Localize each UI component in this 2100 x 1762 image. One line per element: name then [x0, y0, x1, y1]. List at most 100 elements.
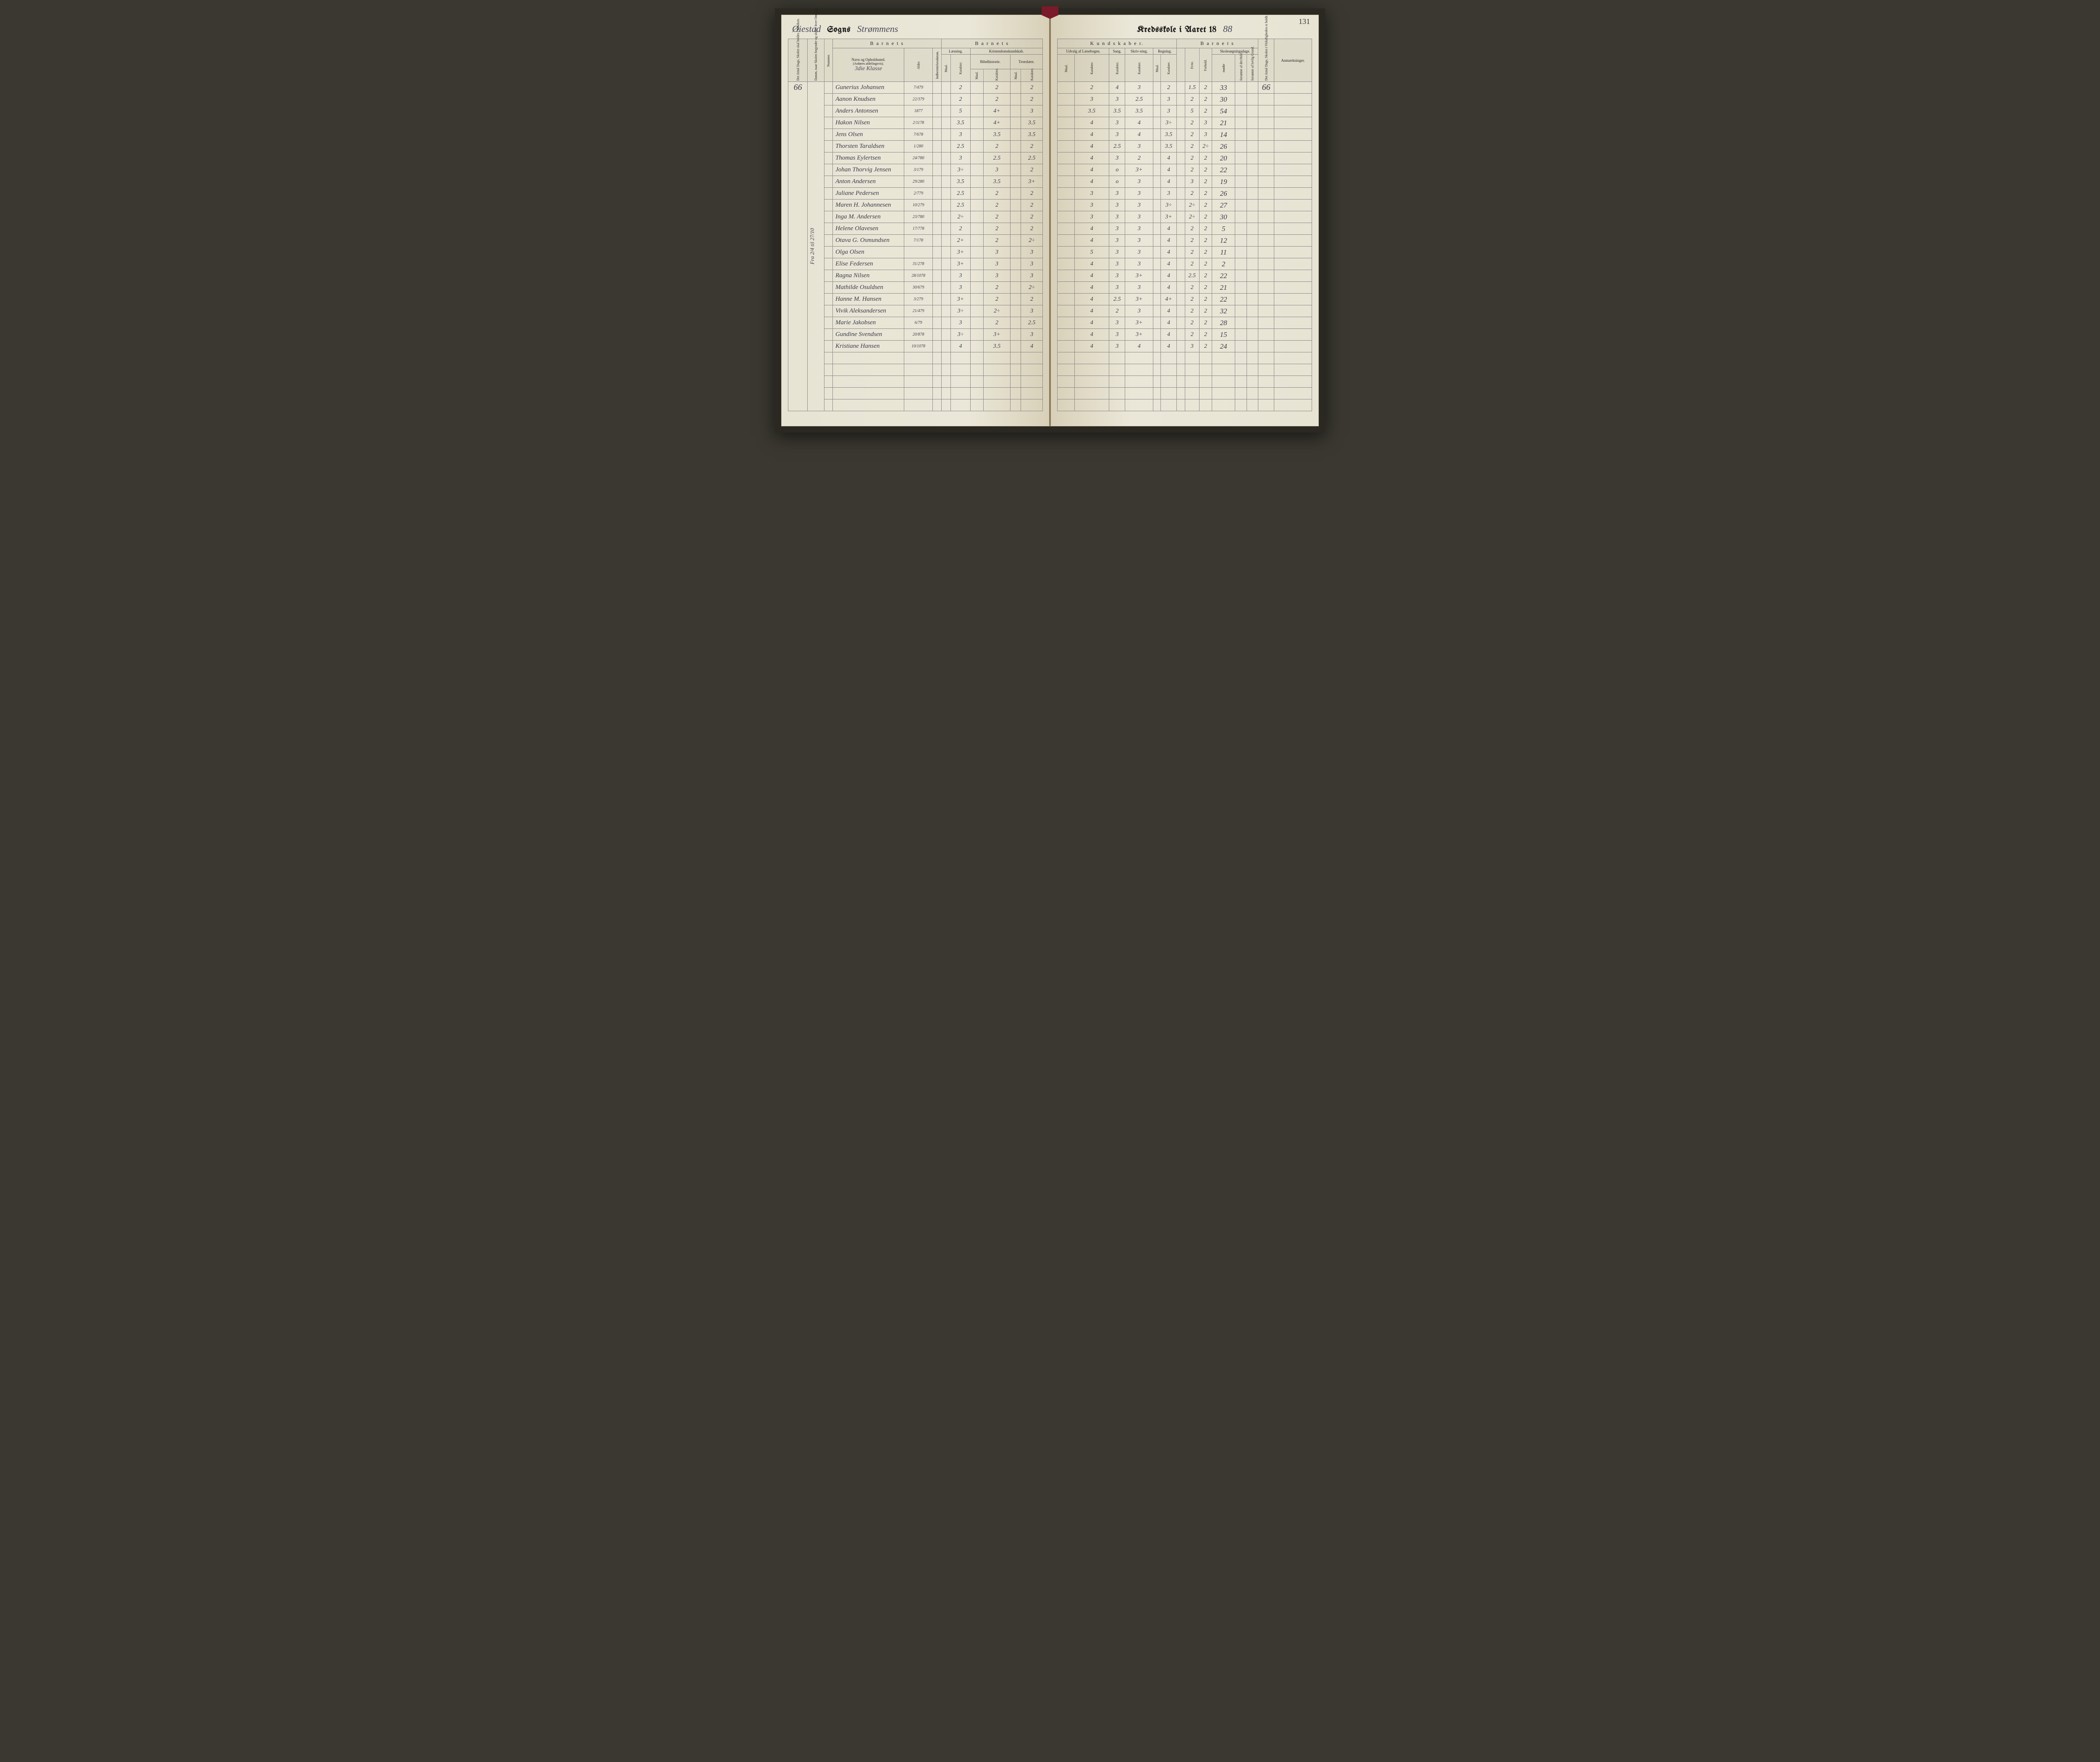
r-kar-cell: 4 [1161, 235, 1176, 247]
t-kar-cell: 2 [1021, 82, 1043, 94]
u-kar-cell: 4 [1074, 294, 1109, 305]
year-suffix: 88 [1223, 24, 1232, 34]
fors-hele-cell [1235, 305, 1247, 317]
b-kar-cell: 3.5 [983, 176, 1010, 188]
r-maal-cell [1153, 200, 1161, 211]
antal-r-cell: 66 [1258, 82, 1274, 94]
b-kar-cell: 2 [983, 235, 1010, 247]
left-page: Øiestad Sogns Strømmens Det Antal Dage, … [781, 15, 1050, 426]
l-maal-cell [941, 164, 951, 176]
sang-cell: 3 [1109, 247, 1125, 258]
anmerk-cell [1274, 317, 1312, 329]
indberet-cell [933, 329, 942, 341]
antal-r-cell [1258, 341, 1274, 352]
antal-r-cell [1258, 176, 1274, 188]
b-kar-cell: 2 [983, 141, 1010, 152]
sang-cell: 3.5 [1109, 105, 1125, 117]
table-row: Anton Andersen29/2803.53.53+ [788, 176, 1043, 188]
l-kar-cell: 2+ [951, 235, 970, 247]
table-row [788, 352, 1043, 364]
indberet-cell [933, 164, 942, 176]
skriv-cell: 3 [1125, 141, 1153, 152]
table-row: 53342211 [1058, 247, 1312, 258]
u-maal-cell [1058, 317, 1075, 329]
t-kar-cell: 3.5 [1021, 117, 1043, 129]
r-maal-cell [1153, 258, 1161, 270]
sang-cell: 3 [1109, 223, 1125, 235]
t-maal-cell [1011, 341, 1021, 352]
sang-cell: 3 [1109, 129, 1125, 141]
col-nummer: Nummer. [824, 39, 833, 82]
blank-cell [1176, 152, 1185, 164]
blank-cell [1176, 164, 1185, 176]
alder-cell: 17/778 [904, 223, 933, 235]
b-maal-cell [970, 105, 983, 117]
skriv-cell: 3+ [1125, 329, 1153, 341]
blank-cell [1176, 247, 1185, 258]
left-header: Øiestad Sogns Strømmens [788, 24, 1043, 34]
evne-cell: 2 [1185, 235, 1199, 247]
indberet-cell [933, 152, 942, 164]
hdr-sang: Sang. [1109, 48, 1125, 55]
b-maal-cell [970, 211, 983, 223]
b-maal-cell [970, 282, 983, 294]
b-kar-cell: 2 [983, 282, 1010, 294]
b-maal-cell [970, 82, 983, 94]
name-cell: Hakon Nilsen [833, 117, 904, 129]
l-maal-cell [941, 329, 951, 341]
fors-lov-cell [1247, 329, 1258, 341]
class-label: 3die Klasse [834, 66, 903, 72]
t-maal-cell [1011, 211, 1021, 223]
indberet-cell [933, 117, 942, 129]
sang-cell: 3 [1109, 317, 1125, 329]
l-maal-cell [941, 176, 951, 188]
col-fors-hele: forsømte af det Hele. [1235, 55, 1247, 82]
table-row: 43242220 [1058, 152, 1312, 164]
alder-cell: 10/1078 [904, 341, 933, 352]
name-cell: Elise Federsen [833, 258, 904, 270]
forhold-cell: 3 [1199, 117, 1212, 129]
l-maal-cell [941, 129, 951, 141]
b-kar-cell: 2 [983, 211, 1010, 223]
l-kar-cell: 3 [951, 317, 970, 329]
name-cell: Olga Olsen [833, 247, 904, 258]
hdr-udvalg: Udvalg af Læsebogen. [1058, 48, 1109, 55]
right-header: Kredsskole i Aaret 18 88 [1057, 24, 1312, 34]
skriv-cell: 4 [1125, 129, 1153, 141]
l-kar-cell: 3 [951, 152, 970, 164]
blank-cell [1176, 270, 1185, 282]
col-antal-dage: Det Antal Dage, Skolen skal holdes i Kre… [788, 39, 808, 82]
name-cell: Gundine Svendsen [833, 329, 904, 341]
table-row: 433+42.5222 [1058, 270, 1312, 282]
table-row: Maren H. Johannesen10/2792.522 [788, 200, 1043, 211]
skriv-cell: 3+ [1125, 164, 1153, 176]
b-maal-cell [970, 235, 983, 247]
t-maal-cell [1011, 105, 1021, 117]
table-row: Johan Thorvig Jensen3/1793÷32 [788, 164, 1043, 176]
l-maal-cell [941, 94, 951, 105]
table-row: 42342232 [1058, 305, 1312, 317]
t-kar-cell: 3 [1021, 305, 1043, 317]
t-kar-cell: 3.5 [1021, 129, 1043, 141]
alder-cell: 2/1178 [904, 117, 933, 129]
fors-lov-cell [1247, 188, 1258, 200]
col-l-maal: Maal. [941, 55, 951, 82]
anmerk-cell [1274, 141, 1312, 152]
nummer-cell [824, 282, 833, 294]
t-kar-cell: 2 [1021, 94, 1043, 105]
b-kar-cell: 3+ [983, 329, 1010, 341]
modte-cell: 21 [1212, 117, 1235, 129]
u-maal-cell [1058, 282, 1075, 294]
t-kar-cell: 2 [1021, 211, 1043, 223]
forhold-cell: 2 [1199, 235, 1212, 247]
fors-hele-cell [1235, 317, 1247, 329]
l-maal-cell [941, 223, 951, 235]
table-row: 3333+2÷230 [1058, 211, 1312, 223]
forhold-cell: 2 [1199, 329, 1212, 341]
u-maal-cell [1058, 235, 1075, 247]
table-row [788, 388, 1043, 399]
modte-cell: 24 [1212, 341, 1235, 352]
forhold-cell: 2 [1199, 305, 1212, 317]
t-kar-cell: 3 [1021, 270, 1043, 282]
b-kar-cell: 2 [983, 223, 1010, 235]
